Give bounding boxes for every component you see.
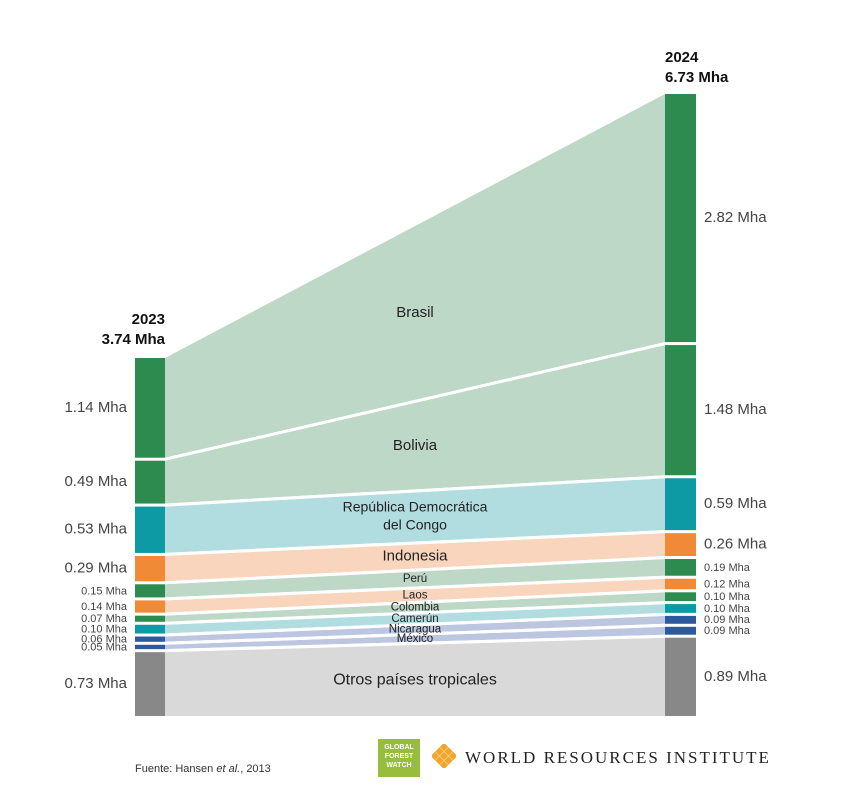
value-label-2024: 0.59 Mha (704, 495, 767, 512)
bar-2023-peru (135, 584, 165, 598)
bar-2024-otros-paises-tropicales (665, 637, 696, 716)
bar-2024-laos (665, 578, 696, 590)
category-label: Brasil (396, 304, 434, 321)
value-label-2023: 0.73 Mha (64, 675, 127, 692)
category-label: Camerún (391, 613, 438, 625)
header-2023-year: 2023 (132, 311, 165, 328)
category-label: República Democrática (343, 499, 488, 515)
value-label-2023: 0.07 Mha (81, 613, 128, 625)
flow-separator (164, 530, 666, 556)
flow-brasil (165, 94, 665, 458)
flow-separator (164, 575, 666, 601)
flow-nicaragua (165, 615, 665, 642)
value-label-2023: 0.29 Mha (64, 560, 127, 577)
value-label-2024: 0.09 Mha (704, 614, 751, 626)
flow-separator (164, 601, 666, 625)
category-label: Laos (403, 589, 428, 601)
flow-camerun (165, 604, 665, 634)
bar-2023-colombia (135, 615, 165, 622)
header-2024-year: 2024 (665, 49, 699, 66)
category-label: México (397, 633, 433, 645)
value-label-2024: 0.09 Mha (704, 625, 751, 637)
category-label: Bolivia (393, 437, 438, 454)
flow-colombia (165, 592, 665, 622)
category-label: del Congo (383, 517, 447, 533)
value-label-2023: 0.53 Mha (64, 521, 127, 538)
flow-mexico (165, 626, 665, 650)
value-label-2024: 0.19 Mha (704, 562, 751, 574)
bar-2023-brasil (135, 358, 165, 458)
wri-wordmark: WORLD RESOURCES INSTITUTE (465, 748, 771, 767)
category-label: Colombia (391, 602, 440, 614)
header-2024-total: 6.73 Mha (665, 69, 729, 86)
bar-2024-mexico (665, 626, 696, 635)
flow-separator (164, 556, 666, 585)
value-label-2023: 0.14 Mha (81, 601, 128, 613)
flow-separator (164, 475, 666, 507)
wri-knot-icon (432, 744, 456, 768)
value-label-2023: 0.15 Mha (81, 585, 128, 597)
flow-separator (164, 634, 666, 653)
flow-separator (164, 342, 666, 461)
category-label: Perú (403, 573, 427, 585)
flow-separator (164, 623, 666, 645)
bar-2023-otros-paises-tropicales (135, 652, 165, 716)
value-label-2024: 0.26 Mha (704, 536, 767, 553)
bar-2024-peru (665, 559, 696, 576)
gfw-logo: GLOBAL FOREST WATCH (378, 739, 420, 777)
source-note: Fuente: Hansen et al., 2013 (135, 763, 271, 775)
value-label-2023: 1.14 Mha (64, 399, 127, 416)
flow-indonesia (165, 533, 665, 582)
bar-2023-nicaragua (135, 636, 165, 642)
value-label-2023: 0.06 Mha (81, 634, 128, 646)
bar-2023-bolivia (135, 460, 165, 504)
bar-2024-indonesia (665, 533, 696, 557)
bar-2024-nicaragua (665, 615, 696, 624)
bar-2024-camerun (665, 604, 696, 613)
value-label-2023: 0.49 Mha (64, 473, 127, 490)
value-label-2024: 0.10 Mha (704, 591, 751, 603)
flow-separator (164, 612, 666, 637)
flow-bolivia (165, 345, 665, 504)
bar-2024-republica-democratica-del-congo (665, 478, 696, 531)
category-label: Otros países tropicales (333, 672, 497, 689)
bar-2024-brasil (665, 94, 696, 343)
value-label-2024: 0.89 Mha (704, 668, 767, 685)
bar-2023-republica-democratica-del-congo (135, 506, 165, 553)
category-label: Nicaragua (389, 624, 442, 636)
flow-otros-paises-tropicales (165, 637, 665, 716)
flow-laos (165, 578, 665, 613)
category-label: Indonesia (382, 548, 448, 565)
flow-separator (164, 589, 666, 616)
value-label-2024: 0.12 Mha (704, 578, 751, 590)
value-label-2023: 0.10 Mha (81, 624, 128, 636)
flow-peru (165, 559, 665, 598)
bar-2024-bolivia (665, 345, 696, 476)
value-label-2024: 0.10 Mha (704, 603, 751, 615)
bar-2023-laos (135, 600, 165, 613)
bar-2024-colombia (665, 592, 696, 602)
flow-republica-democratica-del-congo (165, 478, 665, 553)
value-label-2024: 1.48 Mha (704, 401, 767, 418)
bar-2023-mexico (135, 644, 165, 650)
header-2023-total: 3.74 Mha (102, 331, 166, 348)
bar-2023-indonesia (135, 555, 165, 582)
bar-2023-camerun (135, 624, 165, 634)
value-label-2024: 2.82 Mha (704, 209, 767, 226)
value-label-2023: 0.05 Mha (81, 641, 128, 653)
